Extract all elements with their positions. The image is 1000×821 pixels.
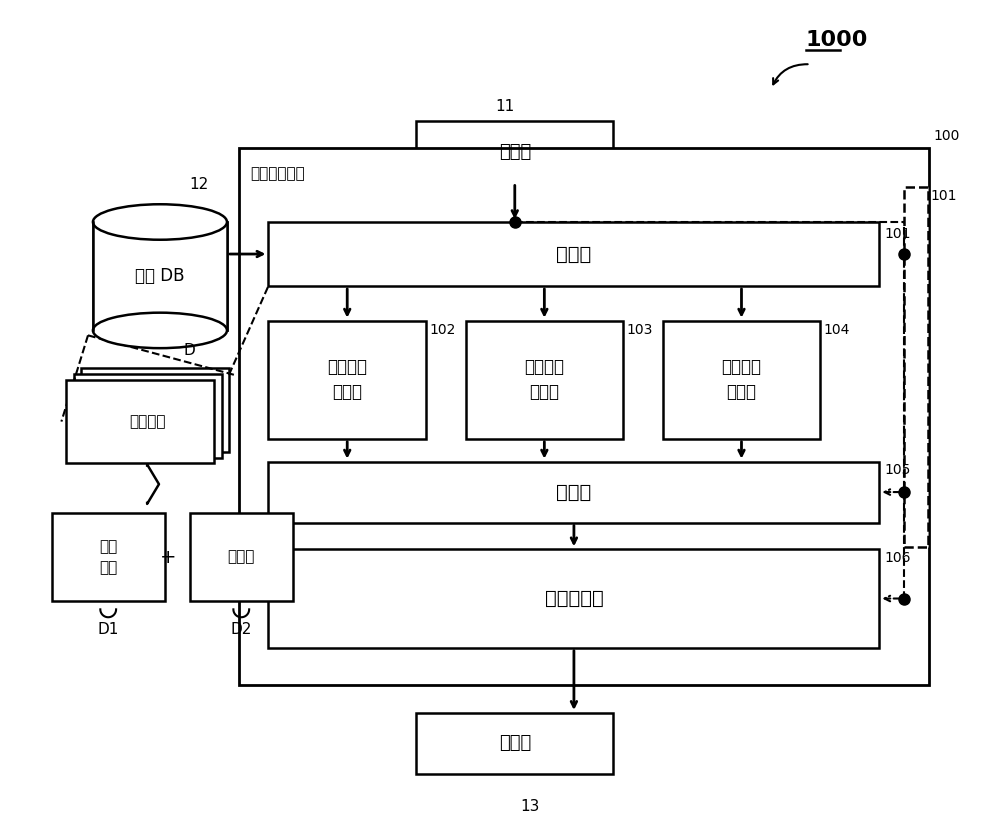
Bar bbox=[416, 122, 613, 182]
Bar bbox=[190, 513, 293, 602]
Bar bbox=[52, 513, 165, 602]
Text: +: + bbox=[160, 548, 176, 566]
Bar bbox=[66, 379, 214, 464]
Text: 第１信息
处理部: 第１信息 处理部 bbox=[327, 358, 367, 401]
Text: 102: 102 bbox=[429, 323, 455, 337]
Text: 信息提供装置: 信息提供装置 bbox=[251, 166, 305, 181]
Bar bbox=[268, 320, 426, 439]
Bar bbox=[74, 374, 222, 457]
Text: 原文
数据: 原文 数据 bbox=[99, 539, 117, 576]
Bar bbox=[663, 320, 820, 439]
Text: 101: 101 bbox=[931, 190, 957, 204]
Text: 文献信息: 文献信息 bbox=[129, 414, 165, 429]
Text: 13: 13 bbox=[520, 799, 539, 814]
Text: 1000: 1000 bbox=[806, 30, 868, 49]
Text: 导出部: 导出部 bbox=[556, 483, 592, 502]
Bar bbox=[904, 187, 928, 548]
Bar bbox=[93, 222, 227, 330]
Bar bbox=[416, 713, 613, 774]
Text: 提取部: 提取部 bbox=[556, 245, 592, 264]
Bar bbox=[239, 148, 929, 686]
Text: 第３信息
处理部: 第３信息 处理部 bbox=[721, 358, 761, 401]
Text: 106: 106 bbox=[884, 551, 911, 565]
Text: 103: 103 bbox=[626, 323, 653, 337]
Bar bbox=[466, 320, 623, 439]
Text: 12: 12 bbox=[190, 177, 209, 192]
Text: 第２信息
处理部: 第２信息 处理部 bbox=[524, 358, 564, 401]
Text: 100: 100 bbox=[934, 129, 960, 143]
Bar bbox=[268, 461, 879, 523]
Text: 101: 101 bbox=[884, 227, 911, 241]
Text: 显示部: 显示部 bbox=[499, 735, 531, 752]
Ellipse shape bbox=[93, 313, 227, 348]
Ellipse shape bbox=[93, 204, 227, 240]
Text: 105: 105 bbox=[884, 464, 911, 478]
Text: 元数据: 元数据 bbox=[228, 549, 255, 565]
Text: 11: 11 bbox=[495, 99, 515, 113]
Bar bbox=[268, 222, 879, 286]
Text: 图像处理部: 图像处理部 bbox=[545, 589, 603, 608]
Bar bbox=[81, 368, 229, 452]
Text: 输入部: 输入部 bbox=[499, 143, 531, 161]
Text: 104: 104 bbox=[823, 323, 850, 337]
Bar bbox=[268, 549, 879, 648]
Text: D2: D2 bbox=[231, 621, 252, 636]
Text: D: D bbox=[184, 343, 195, 358]
Text: 文献 DB: 文献 DB bbox=[135, 267, 185, 285]
Text: D1: D1 bbox=[98, 621, 119, 636]
